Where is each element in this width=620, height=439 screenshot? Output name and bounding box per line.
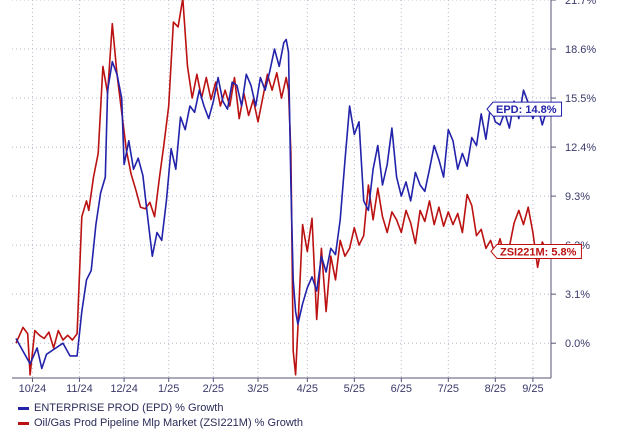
series-line-epd xyxy=(15,38,548,370)
legend: ENTERPRISE PROD (EPD) % Growth Oil/Gas P… xyxy=(18,401,303,431)
x-tick-label: 8/25 xyxy=(485,383,506,395)
y-tick-label: 12.4% xyxy=(565,142,596,154)
y-axis-ticks: 21.7%18.6%15.5%12.4%9.3%6.2%3.1%0.0% xyxy=(551,0,596,350)
svg-text:ZSI221M: 5.8%: ZSI221M: 5.8% xyxy=(500,246,577,258)
x-tick-label: 10/24 xyxy=(19,383,47,395)
x-tick-label: 3/25 xyxy=(247,383,268,395)
x-tick-label: 11/24 xyxy=(66,383,93,395)
x-tick-label: 2/25 xyxy=(203,383,224,395)
legend-label-zsi: Oil/Gas Prod Pipeline Mlp Market (ZSI221… xyxy=(34,417,303,429)
x-tick-label: 5/25 xyxy=(344,383,365,395)
legend-label-epd: ENTERPRISE PROD (EPD) % Growth xyxy=(34,402,224,414)
y-tick-label: 15.5% xyxy=(565,93,596,105)
legend-item-zsi[interactable]: Oil/Gas Prod Pipeline Mlp Market (ZSI221… xyxy=(18,416,303,431)
legend-item-epd[interactable]: ENTERPRISE PROD (EPD) % Growth xyxy=(18,401,303,416)
svg-text:EPD: 14.8%: EPD: 14.8% xyxy=(496,104,557,116)
x-tick-label: 7/25 xyxy=(438,383,459,395)
series-line-zsi221m xyxy=(15,0,548,376)
legend-swatch-epd xyxy=(18,407,29,410)
x-tick-label: 4/25 xyxy=(297,383,318,395)
plot-area xyxy=(15,0,548,376)
growth-line-chart: 21.7%18.6%15.5%12.4%9.3%6.2%3.1%0.0% 10/… xyxy=(12,0,596,395)
x-tick-label: 12/24 xyxy=(110,383,138,395)
end-label-epd: EPD: 14.8% xyxy=(486,101,563,117)
legend-swatch-zsi xyxy=(18,422,29,425)
x-tick-label: 6/25 xyxy=(391,383,412,395)
x-axis-ticks: 10/24 11/24 12/24 1/25 2/25 3/25 4/25 5/25 6/25 7… xyxy=(19,378,544,395)
y-tick-label: 18.6% xyxy=(565,44,596,56)
x-tick-label: 9/25 xyxy=(522,383,543,395)
y-tick-label: 3.1% xyxy=(565,289,590,301)
axes xyxy=(12,0,552,379)
y-tick-label: 21.7% xyxy=(565,0,596,7)
x-tick-label: 1/25 xyxy=(158,383,179,395)
end-label-zsi221m: ZSI221M: 5.8% xyxy=(490,243,582,259)
y-tick-label: 0.0% xyxy=(565,338,590,350)
end-labels: EPD: 14.8% ZSI221M: 5.8% xyxy=(486,101,582,259)
y-tick-label: 9.3% xyxy=(565,191,590,203)
